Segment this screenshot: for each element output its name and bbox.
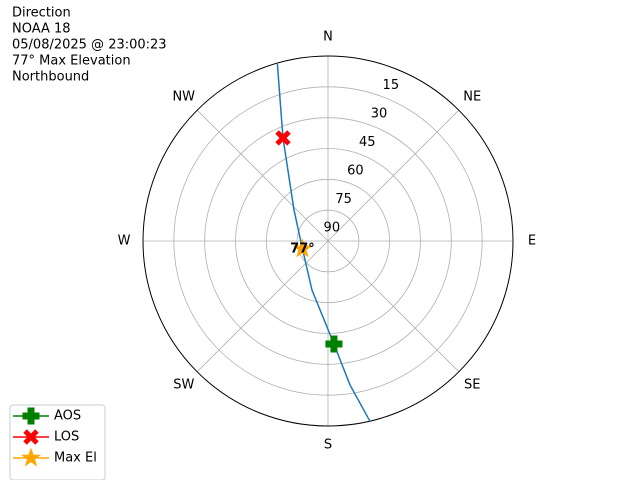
angle-tick-label: W — [118, 234, 131, 249]
legend-label: LOS — [54, 430, 79, 445]
radial-tick-label: 90 — [324, 220, 341, 235]
angle-tick-label: N — [323, 30, 333, 45]
angle-tick-label: NW — [172, 89, 195, 104]
angle-tick-label: S — [324, 438, 332, 453]
title-line: 05/08/2025 @ 23:00:23 — [12, 38, 167, 53]
marker — [275, 130, 291, 146]
outer-circle — [142, 55, 514, 427]
radial-tick-label: 30 — [371, 106, 388, 121]
radial-tick-label: 45 — [359, 135, 376, 150]
radial-tick-label: 60 — [347, 163, 364, 178]
legend-label: Max El — [54, 451, 97, 466]
value-label: 77° — [290, 241, 315, 256]
track-line — [276, 63, 371, 422]
legend-marker — [20, 447, 42, 467]
grid-spoke — [327, 109, 460, 242]
legend-marker — [22, 407, 40, 425]
radial-tick-label: 15 — [383, 78, 400, 93]
legend-label: AOS — [54, 409, 81, 424]
title-line: Direction — [12, 6, 71, 21]
radial-tick-label: 75 — [335, 192, 352, 207]
grid-spoke — [327, 240, 460, 373]
grid-spoke — [196, 240, 329, 373]
marker — [292, 238, 313, 258]
angle-tick-label: E — [528, 234, 536, 249]
grid-spoke — [196, 109, 329, 242]
title-line: Northbound — [12, 70, 89, 85]
angle-tick-label: SW — [173, 378, 194, 393]
angle-tick-label: NE — [463, 89, 481, 104]
title-line: NOAA 18 — [12, 22, 71, 37]
angle-tick-label: SE — [464, 378, 480, 393]
title-line: 77° Max Elevation — [12, 54, 131, 69]
legend-marker — [23, 429, 39, 445]
marker — [325, 335, 343, 353]
